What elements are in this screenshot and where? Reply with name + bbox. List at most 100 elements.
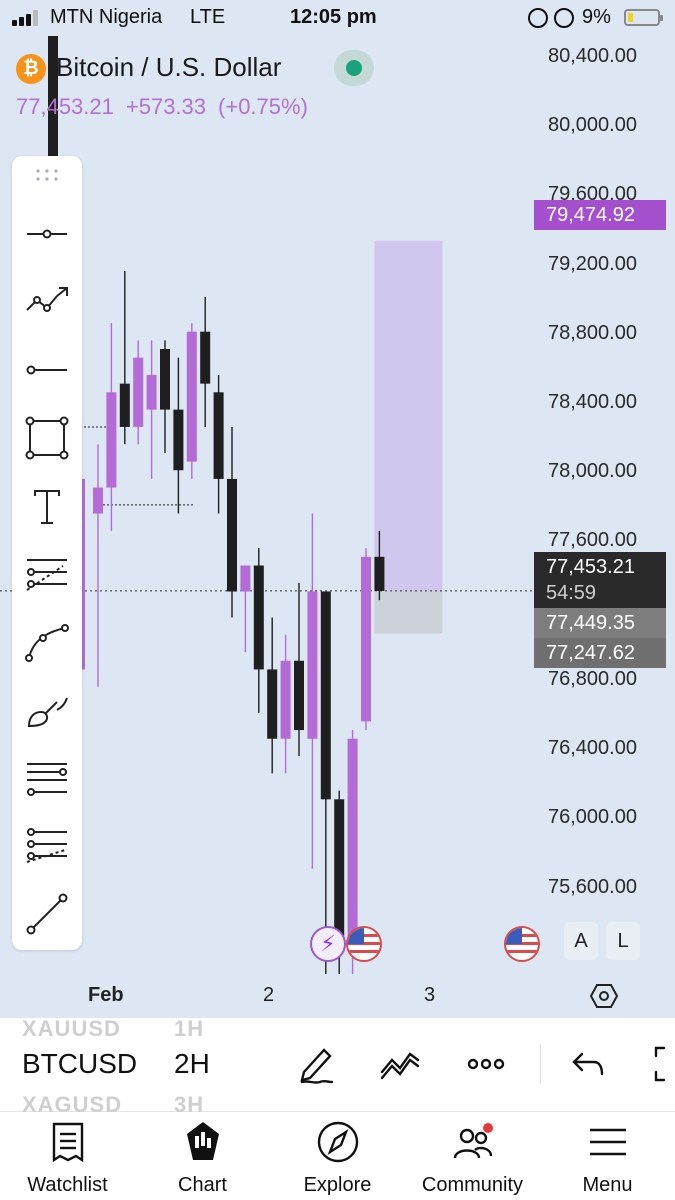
- time-axis[interactable]: Feb 2 3: [0, 974, 675, 1018]
- last-price: 77,453.21: [16, 94, 114, 119]
- brush-tool-icon[interactable]: [23, 686, 71, 734]
- event-bolt-icon[interactable]: ⚡: [310, 926, 346, 962]
- watchlist-icon: [52, 1122, 84, 1163]
- status-bar: MTN Nigeria LTE 12:05 pm 9%: [0, 0, 675, 36]
- market-status-icon[interactable]: [334, 50, 374, 86]
- time-axis-label: 3: [424, 984, 436, 1006]
- bar-countdown: 54:59: [546, 582, 597, 604]
- pen-draw-icon[interactable]: [294, 1042, 338, 1086]
- target-zone: [374, 240, 443, 591]
- candle-body: [133, 357, 144, 427]
- tab-community[interactable]: Community: [405, 1112, 540, 1200]
- us-flag-icon[interactable]: [504, 926, 540, 962]
- chart-bottom-toolbar: XAUUSD 1H BTCUSD 2H XAGUSD 3H: [0, 1016, 675, 1117]
- stop-zone: [374, 590, 443, 634]
- bottom-tab-bar: Watchlist Chart Explore Community Menu: [0, 1112, 675, 1200]
- tab-chart[interactable]: Chart: [135, 1112, 270, 1200]
- price-change: +573.33: [125, 94, 207, 119]
- candle-body: [93, 487, 103, 514]
- chart-settings-icon[interactable]: [590, 982, 618, 1010]
- last-price-tag-value: 77,453.21: [546, 556, 635, 578]
- candle-body: [347, 738, 358, 938]
- candle-fragment: [80, 478, 85, 670]
- clock: 12:05 pm: [290, 6, 377, 28]
- tab-label: Community: [421, 1174, 524, 1196]
- candle-body: [200, 331, 211, 384]
- candle-body: [267, 669, 278, 739]
- indicators-icon[interactable]: [378, 1042, 422, 1086]
- price-axis-label: 76,000.00: [548, 806, 637, 828]
- price-summary: 77,453.21 +573.33 (+0.75%): [16, 94, 320, 120]
- price-axis-label: 78,800.00: [548, 322, 637, 344]
- candle-body: [119, 383, 130, 427]
- compass-icon: [317, 1121, 359, 1163]
- symbol-name[interactable]: Bitcoin / U.S. Dollar: [56, 52, 282, 82]
- tab-watchlist[interactable]: Watchlist: [0, 1112, 135, 1200]
- candle-body: [253, 565, 264, 670]
- price-axis-label: 79,200.00: [548, 253, 637, 275]
- chart-icon: [187, 1122, 219, 1160]
- candle-body: [374, 556, 385, 591]
- price-axis-label: 76,400.00: [548, 737, 637, 759]
- candle-body: [307, 591, 318, 739]
- drawing-toolbar: [12, 156, 82, 950]
- chart-area[interactable]: [0, 36, 675, 1018]
- text-tool-icon[interactable]: [23, 482, 71, 530]
- candle-body: [280, 660, 291, 739]
- fib-retracement-tool-icon[interactable]: [23, 822, 71, 870]
- candle-body: [106, 392, 117, 488]
- battery-percent: 9%: [582, 6, 611, 28]
- price-axis-label: 78,400.00: [548, 391, 637, 413]
- price-axis-label: 80,000.00: [548, 114, 637, 136]
- ghost-symbol-above: XAUUSD: [22, 1016, 121, 1041]
- tab-label: Watchlist: [27, 1174, 108, 1196]
- parallel-channel-tool-icon[interactable]: [23, 754, 71, 802]
- fullscreen-icon[interactable]: [646, 1042, 675, 1086]
- level-price-tag: 77,449.35: [534, 608, 666, 638]
- target-price-tag: 79,474.92: [534, 200, 666, 230]
- battery-icon: [624, 9, 663, 26]
- network-type: LTE: [190, 6, 226, 28]
- signal-icon: [12, 10, 46, 26]
- price-axis-label: 79,600.00: [548, 183, 637, 205]
- ghost-interval-above: 1H: [174, 1016, 205, 1041]
- trend-line-tool-icon[interactable]: [23, 278, 71, 326]
- alarm-icon: [554, 8, 574, 28]
- time-axis-label: Feb: [88, 984, 124, 1006]
- candlestick-chart[interactable]: [0, 36, 675, 1018]
- pitchfork-tool-icon[interactable]: [23, 550, 71, 598]
- candle-body: [240, 565, 251, 592]
- path-tool-icon[interactable]: [23, 618, 71, 666]
- auto-scale-button[interactable]: A: [564, 922, 598, 960]
- interval-selector[interactable]: 2H: [174, 1048, 210, 1079]
- price-axis-label: 77,600.00: [548, 529, 637, 551]
- candle-body: [160, 349, 170, 410]
- bitcoin-logo-icon: ₿: [16, 54, 46, 84]
- rectangle-tool-icon[interactable]: [23, 414, 71, 462]
- tab-label: Menu: [582, 1174, 633, 1196]
- price-axis-label: 80,400.00: [548, 45, 637, 67]
- line-tool-icon[interactable]: [23, 890, 71, 938]
- symbol-selector[interactable]: BTCUSD: [22, 1048, 138, 1079]
- candle-fragment: [48, 36, 58, 156]
- candle-body: [334, 799, 345, 938]
- price-axis-label: 76,800.00: [548, 668, 637, 690]
- drag-handle-icon[interactable]: [35, 168, 59, 182]
- candle-body: [227, 478, 237, 592]
- log-scale-button[interactable]: L: [606, 922, 640, 960]
- candle-body: [320, 591, 331, 800]
- undo-icon[interactable]: [566, 1042, 610, 1086]
- last-price-tag: 77,453.21 54:59: [534, 552, 666, 608]
- us-flag-icon[interactable]: [346, 926, 382, 962]
- tab-menu[interactable]: Menu: [540, 1112, 675, 1200]
- time-axis-label: 2: [263, 984, 275, 1006]
- more-options-icon[interactable]: [464, 1042, 508, 1086]
- tab-label: Explore: [303, 1174, 372, 1196]
- candle-body: [213, 392, 224, 479]
- horizontal-ray-tool-icon[interactable]: [23, 210, 71, 258]
- ray-tool-icon[interactable]: [23, 346, 71, 394]
- tab-explore[interactable]: Explore: [270, 1112, 405, 1200]
- stop-price-tag: 77,247.62: [534, 638, 666, 668]
- candle-body: [186, 331, 197, 462]
